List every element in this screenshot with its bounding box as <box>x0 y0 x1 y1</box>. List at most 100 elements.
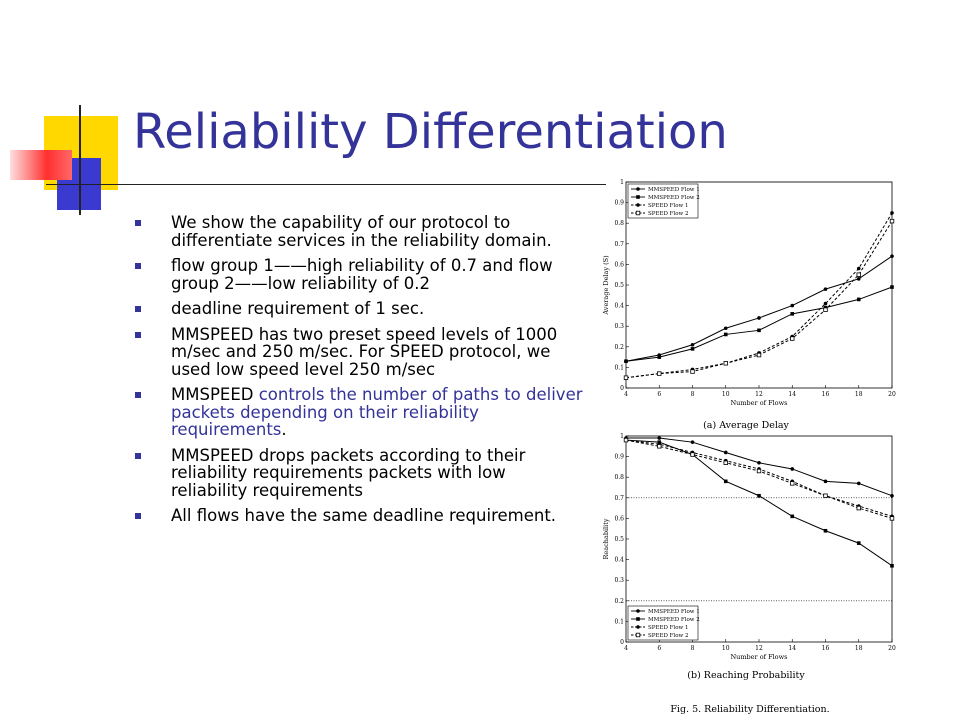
y-tick-label: 0.5 <box>614 282 624 289</box>
data-point <box>636 609 640 613</box>
chart-svg: 4 6 8 10 12 14 16 18 20 0 0.1 0.2 0.3 0.4 0.5 0.6 0.7 0.8… <box>602 433 896 661</box>
series-line <box>625 439 893 567</box>
bullet-text-post: . <box>281 420 287 439</box>
square-bullet-icon <box>135 306 141 312</box>
series-group <box>624 254 894 364</box>
y-tick-label: 0.4 <box>614 557 624 564</box>
data-point <box>657 444 662 449</box>
y-tick-label: 0.9 <box>614 454 624 461</box>
y-tick-label: 0 <box>620 385 624 392</box>
data-point <box>690 440 695 444</box>
data-point <box>723 460 728 465</box>
data-point <box>756 468 762 474</box>
bullet-text-highlight: controls the number of paths to deliver … <box>171 385 583 439</box>
y-tick-label: 0.8 <box>614 220 624 227</box>
y-tick-label: 0.2 <box>614 598 624 605</box>
data-point <box>635 210 641 216</box>
data-point <box>723 450 728 455</box>
data-point <box>723 479 728 484</box>
x-tick-label: 20 <box>888 391 896 398</box>
data-point <box>723 332 728 337</box>
data-point <box>856 297 861 302</box>
y-axis-label: Average Delay (S) <box>602 255 610 316</box>
x-tick-label: 18 <box>855 391 863 398</box>
data-point <box>823 528 828 533</box>
data-point <box>889 218 895 224</box>
y-tick-label: 0.1 <box>614 364 624 371</box>
x-tick-label: 4 <box>624 645 628 652</box>
legend-label: MMSPEED Flow 1 <box>648 609 700 615</box>
bullet-item: flow group 1——high reliability of 0.7 an… <box>133 257 583 292</box>
data-point <box>756 352 762 358</box>
data-point <box>636 617 640 621</box>
series-group <box>624 438 894 568</box>
legend: MMSPEED Flow 1 MMSPEED Flow 2 SPEED Flow 1… <box>627 605 700 641</box>
y-tick-label: 1 <box>620 433 624 440</box>
legend-label: SPEED Flow 2 <box>648 633 689 639</box>
x-tick-label: 14 <box>788 645 796 652</box>
data-point <box>889 516 895 521</box>
data-point <box>636 625 640 629</box>
data-point <box>690 342 695 347</box>
data-point <box>790 312 795 316</box>
legend-label: MMSPEED Flow 2 <box>648 195 700 201</box>
square-bullet-icon <box>135 331 141 338</box>
chart-b-caption: (b) Reaching Probability <box>687 670 805 681</box>
square-bullet-icon <box>135 263 141 269</box>
legend-label: SPEED Flow 1 <box>648 625 689 631</box>
figure-caption: Fig. 5. Reliability Differentiation. <box>670 704 830 715</box>
bullet-text: MMSPEED drops packets according to their… <box>171 445 526 500</box>
bullet-text-pre: MMSPEED <box>171 385 259 404</box>
bullet-text: flow group 1——high reliability of 0.7 an… <box>171 256 553 293</box>
square-bullet-icon <box>135 513 141 519</box>
y-tick-label: 1 <box>620 179 624 186</box>
y-tick-label: 0.6 <box>614 261 624 268</box>
x-axis-label: Number of Flows <box>730 399 787 407</box>
data-point <box>890 493 894 498</box>
data-point <box>890 285 894 289</box>
square-bullet-icon <box>135 392 141 398</box>
data-point <box>856 272 861 277</box>
bullet-item: We show the capability of our protocol t… <box>133 214 583 249</box>
square-bullet-icon <box>135 220 141 226</box>
x-tick-label: 6 <box>657 391 661 398</box>
average-delay-chart: 4 6 8 10 12 14 16 18 20 0 0.1 0.2 0.3 0.4 0.5 0.6 0.7 0.8… <box>596 176 898 424</box>
data-point <box>657 355 662 359</box>
chart-a-caption: (a) Average Delay <box>703 420 789 431</box>
reaching-probability-chart: 4 6 8 10 12 14 16 18 20 0 0.1 0.2 0.3 0.4 0.5 0.6 0.7 0.8… <box>596 430 898 678</box>
data-point <box>823 301 828 306</box>
y-tick-label: 0.5 <box>614 536 624 543</box>
data-point <box>823 479 828 484</box>
y-tick-label: 0.7 <box>614 241 624 248</box>
data-point <box>690 452 695 457</box>
data-point <box>623 375 629 380</box>
data-point <box>823 307 828 312</box>
bullet-item: MMSPEED drops packets according to their… <box>133 445 583 500</box>
data-point <box>790 514 795 519</box>
bullet-text: All flows have the same deadline require… <box>171 506 557 525</box>
chart-svg: 4 6 8 10 12 14 16 18 20 0 0.1 0.2 0.3 0.4 0.5 0.6 0.7 0.8… <box>602 179 896 407</box>
bullet-item: MMSPEED has two preset speed levels of 1… <box>133 324 583 379</box>
data-point <box>623 437 629 443</box>
data-point <box>657 440 662 444</box>
data-point <box>890 563 894 568</box>
data-point <box>757 493 761 498</box>
data-point <box>856 505 861 511</box>
data-point <box>790 303 795 308</box>
x-tick-label: 8 <box>691 645 695 652</box>
data-point <box>856 266 861 271</box>
bullet-list: We show the capability of our protocol t… <box>133 214 583 533</box>
y-axis-label: Reachability <box>602 518 610 559</box>
x-tick-label: 10 <box>722 391 730 398</box>
data-point <box>890 211 894 215</box>
bullet-item: deadline requirement of 1 sec. <box>133 300 583 318</box>
bullet-text: deadline requirement of 1 sec. <box>171 299 425 318</box>
x-tick-label: 8 <box>691 391 695 398</box>
x-tick-label: 10 <box>722 645 730 652</box>
series-line <box>625 439 893 519</box>
legend-label: MMSPEED Flow 2 <box>648 617 700 623</box>
bullet-text: MMSPEED has two preset speed levels of 1… <box>171 324 558 379</box>
legend-label: SPEED Flow 1 <box>648 203 689 209</box>
legend-label: MMSPEED Flow 1 <box>648 187 700 193</box>
data-point <box>636 203 640 207</box>
